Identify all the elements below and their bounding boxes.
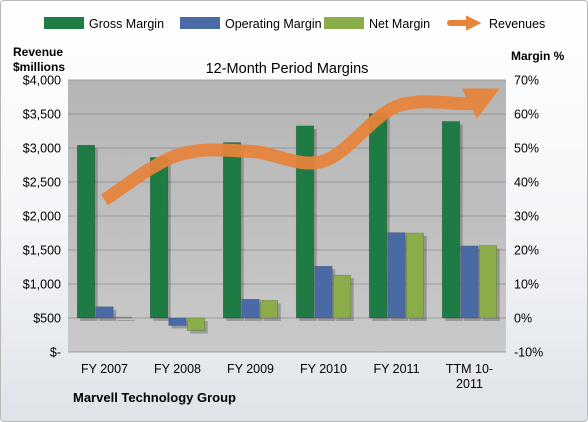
left-tick-label: $2,500 — [23, 176, 61, 190]
operating-margin-bar — [460, 245, 479, 319]
net-margin-bar — [259, 300, 279, 319]
right-tick-label: 50% — [514, 142, 539, 156]
left-axis-title-line1: Revenue — [13, 45, 63, 59]
category-label-line2: 2011 — [456, 377, 483, 391]
chart-title: 12-Month Period Margins — [206, 61, 369, 77]
left-tick-label: $1,500 — [23, 244, 61, 258]
net-margin-bar — [332, 274, 352, 319]
left-axis: $- $500 $1,000 $1,500 $2,000 $2,500 $3,000 $3,5… — [23, 74, 61, 360]
legend-swatch-net — [324, 17, 364, 29]
operating-margin-bar — [314, 266, 333, 319]
category-label: FY 2008 — [154, 362, 201, 376]
right-tick-label: 10% — [514, 278, 539, 292]
right-tick-label: 0% — [514, 312, 532, 326]
bars — [76, 113, 500, 334]
left-tick-label: $4,000 — [23, 74, 61, 88]
operating-margin-bar — [168, 317, 187, 326]
operating-margin-bar — [95, 306, 114, 319]
gross-margin-bar — [368, 113, 388, 319]
right-tick-label: 30% — [514, 210, 539, 224]
left-tick-label: $1,000 — [23, 278, 61, 292]
operating-margin-bar — [241, 298, 260, 319]
net-margin-bar — [186, 317, 206, 331]
left-tick-label: $3,500 — [23, 108, 61, 122]
category-label: FY 2011 — [373, 362, 419, 376]
left-tick-label: $2,000 — [23, 210, 61, 224]
category-label: TTM 10- — [446, 362, 493, 376]
revenue-line — [100, 88, 500, 206]
gross-margin-bar — [295, 125, 315, 319]
legend-swatch-operating — [180, 17, 220, 29]
legend-swatch-gross — [44, 17, 84, 29]
right-axis: -10% 0% 10% 20% 30% 40% 50% 60% 70% — [514, 74, 543, 360]
right-tick-label: 70% — [514, 74, 539, 88]
right-tick-label: 60% — [514, 108, 539, 122]
right-axis-title: Margin % — [511, 49, 565, 63]
gross-margin-bar — [441, 121, 461, 319]
category-label: FY 2007 — [81, 362, 128, 376]
legend-label-net: Net Margin — [369, 17, 430, 31]
category-label: FY 2009 — [227, 362, 274, 376]
category-label: FY 2010 — [300, 362, 347, 376]
left-tick-label: $3,000 — [23, 142, 61, 156]
revenue-series — [100, 88, 500, 206]
net-margin-bar — [478, 245, 498, 319]
left-tick-label: $- — [50, 346, 61, 360]
left-axis-title-line2: $millions — [13, 60, 65, 74]
operating-margin-bar — [387, 232, 406, 319]
legend-label-revenues: Revenues — [489, 17, 545, 31]
right-tick-label: 20% — [514, 244, 539, 258]
net-margin-bar — [405, 232, 425, 319]
gross-margin-bar — [222, 142, 242, 319]
x-axis: FY 2007 FY 2008 FY 2009 FY 2010 FY 2011 TTM 1… — [81, 362, 493, 391]
net-margin-bar-shadow — [117, 319, 135, 321]
right-tick-label: 40% — [514, 176, 539, 190]
legend-label-gross: Gross Margin — [89, 17, 164, 31]
net-margin-bar — [113, 316, 133, 319]
legend-label-operating: Operating Margin — [225, 17, 322, 31]
gross-margin-bar — [76, 144, 96, 319]
company-name: Marvell Technology Group — [73, 390, 236, 405]
left-tick-label: $500 — [33, 312, 61, 326]
legend: Gross Margin Operating Margin Net Margin… — [44, 15, 545, 31]
gross-margin-bar — [149, 157, 169, 319]
right-tick-label: -10% — [514, 346, 543, 360]
